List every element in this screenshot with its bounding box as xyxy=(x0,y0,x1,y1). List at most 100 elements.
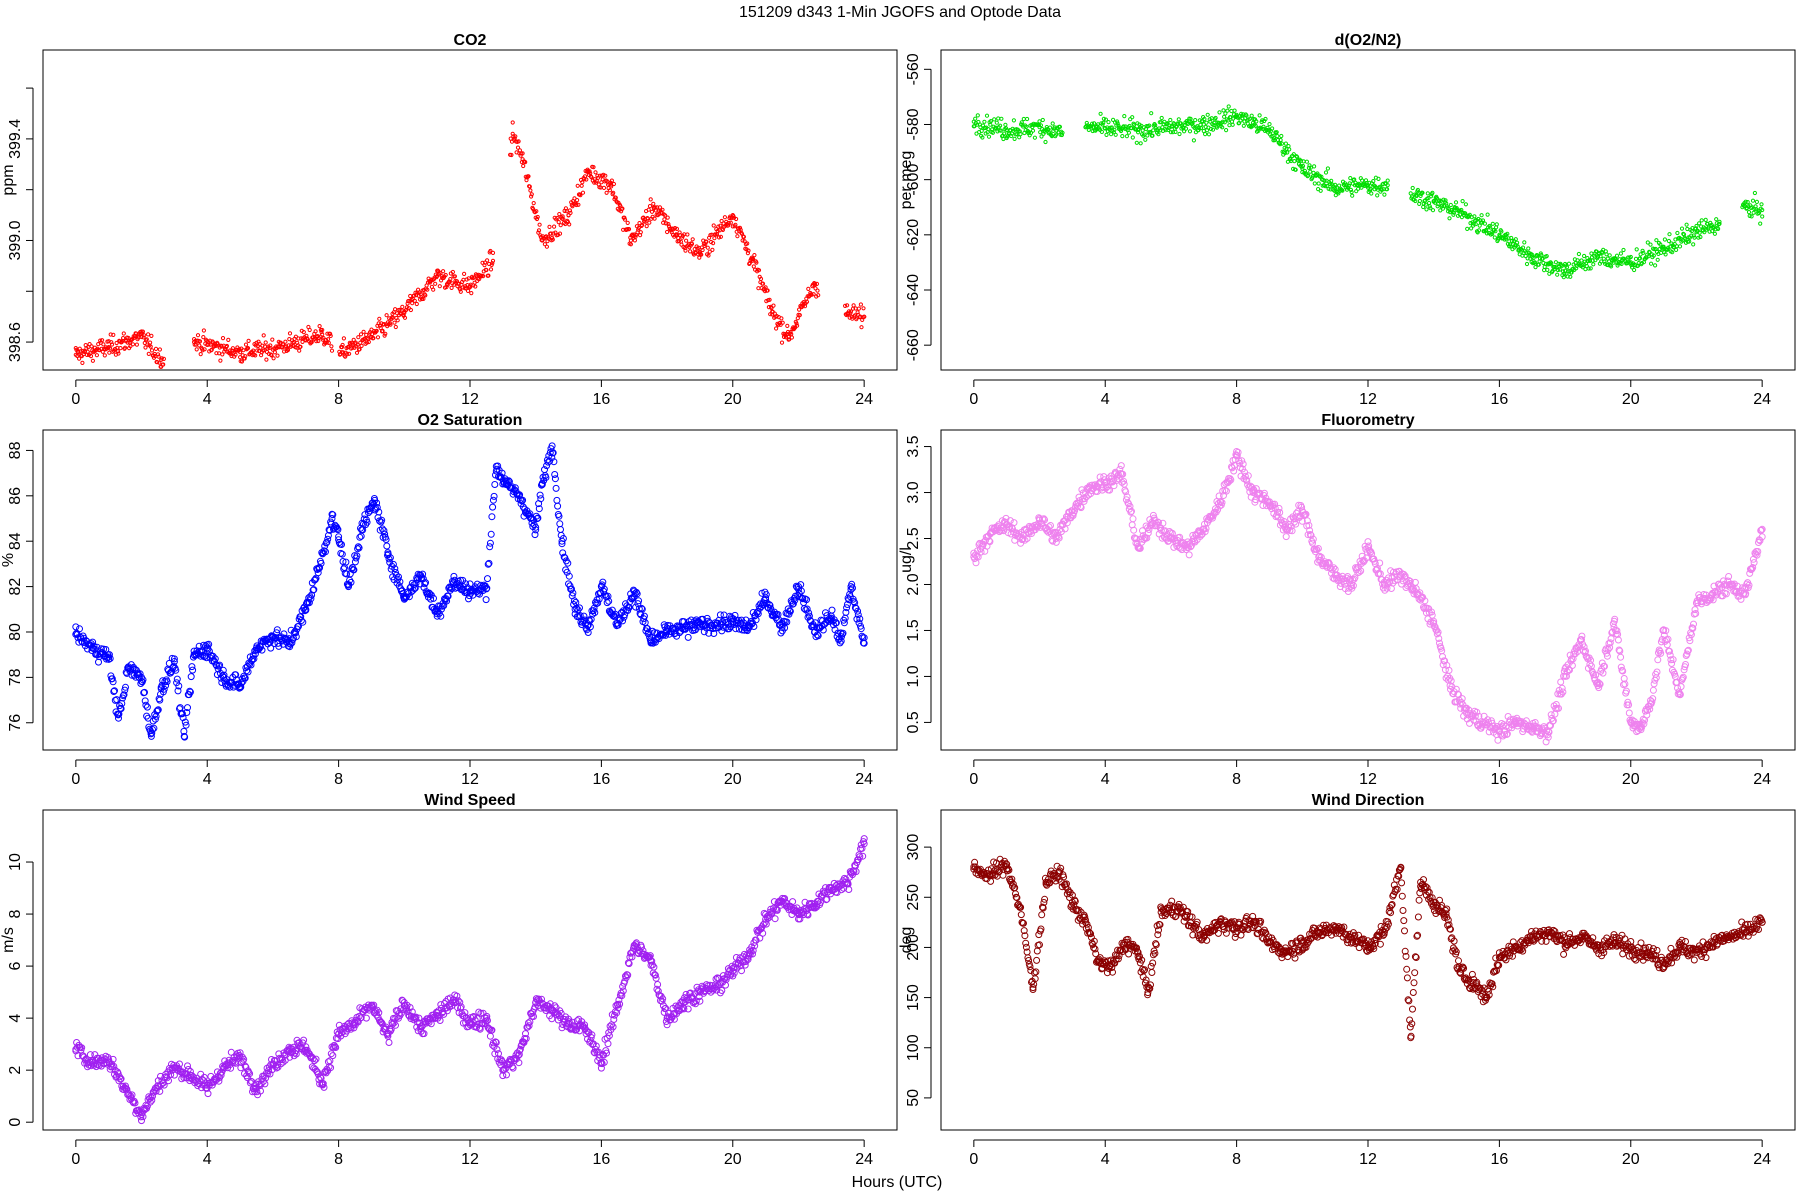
fluor-x-tick-label: 0 xyxy=(969,771,978,788)
co2-point xyxy=(139,334,144,340)
do2n2-point xyxy=(1621,247,1626,253)
do2n2-point xyxy=(1702,230,1707,235)
co2-point xyxy=(369,334,374,340)
do2n2-point xyxy=(1098,111,1103,116)
co2-point xyxy=(295,340,300,345)
do2n2-point xyxy=(1472,214,1477,219)
do2n2-point xyxy=(1325,166,1331,171)
o2sat-x-tick-label: 20 xyxy=(724,771,742,788)
o2sat-point xyxy=(90,642,98,650)
do2n2-point xyxy=(1545,267,1550,272)
do2n2-point xyxy=(1413,198,1418,204)
do2n2-point xyxy=(1244,113,1249,118)
co2-point xyxy=(421,296,426,301)
do2n2-point xyxy=(1569,270,1574,275)
do2n2-point xyxy=(1447,216,1452,221)
do2n2-point xyxy=(1760,214,1765,219)
do2n2-point xyxy=(1226,104,1231,109)
co2-point xyxy=(513,134,518,139)
fluor-point xyxy=(1654,656,1662,664)
co2-point xyxy=(763,285,768,290)
do2n2-point xyxy=(1032,135,1038,140)
windspeed-x-tick-label: 4 xyxy=(203,1151,212,1168)
do2n2-point xyxy=(986,127,991,132)
co2-point xyxy=(551,231,556,236)
do2n2-point xyxy=(1187,129,1193,134)
do2n2-point xyxy=(1173,129,1178,134)
co2-point xyxy=(604,190,609,195)
co2-point xyxy=(271,356,276,361)
co2-point xyxy=(788,330,793,335)
co2-point xyxy=(488,267,494,272)
do2n2-point xyxy=(1165,121,1170,126)
do2n2-point xyxy=(1163,128,1168,133)
do2n2-point xyxy=(1508,244,1513,249)
do2n2-point xyxy=(1703,217,1708,222)
co2-point xyxy=(528,188,533,193)
do2n2-point xyxy=(999,116,1004,121)
do2n2-point xyxy=(1663,252,1668,257)
do2n2-x-tick-label: 8 xyxy=(1232,391,1241,408)
co2-point xyxy=(674,233,680,238)
co2-title: CO2 xyxy=(454,32,487,49)
do2n2-point xyxy=(1493,229,1498,234)
o2sat-point xyxy=(142,701,150,709)
do2n2-point xyxy=(1524,261,1530,267)
do2n2-point xyxy=(1549,261,1554,266)
do2n2-point xyxy=(1424,207,1429,212)
do2n2-point xyxy=(1382,192,1387,197)
do2n2-point xyxy=(1579,258,1584,263)
do2n2-point xyxy=(1410,185,1415,191)
co2-point xyxy=(638,230,643,235)
co2-point xyxy=(795,316,800,321)
do2n2-point xyxy=(1221,108,1226,113)
co2-point xyxy=(218,358,223,363)
do2n2-point xyxy=(1480,218,1486,223)
co2-point xyxy=(73,352,78,357)
do2n2-point xyxy=(1513,237,1518,242)
do2n2-point xyxy=(1520,245,1526,250)
co2-point xyxy=(584,177,589,182)
fluor-point xyxy=(1130,526,1138,534)
do2n2-plot-frame xyxy=(940,49,1796,371)
co2-point xyxy=(462,271,467,276)
o2sat-x-tick-label: 4 xyxy=(203,771,212,788)
do2n2-point xyxy=(984,113,990,118)
co2-point xyxy=(665,229,670,235)
co2-point xyxy=(741,234,747,239)
do2n2-point xyxy=(1257,113,1262,118)
do2n2-point xyxy=(1379,187,1384,192)
do2n2-x-tick-label: 4 xyxy=(1101,391,1110,408)
do2n2-point xyxy=(1637,256,1643,261)
co2-point xyxy=(659,211,664,216)
o2sat-y-tick-label: 86 xyxy=(7,487,24,505)
co2-point xyxy=(579,183,584,188)
do2n2-point xyxy=(1263,116,1268,122)
do2n2-point xyxy=(1633,256,1639,261)
co2-point xyxy=(593,170,598,175)
do2n2-point xyxy=(1448,202,1453,208)
co2-point xyxy=(192,340,197,345)
do2n2-point xyxy=(1442,203,1447,208)
fluor-point xyxy=(1625,709,1633,717)
co2-point xyxy=(347,351,352,356)
do2n2-point xyxy=(1618,251,1624,256)
co2-point xyxy=(609,182,614,187)
do2n2-point xyxy=(1588,266,1593,271)
co2-point xyxy=(317,324,322,329)
co2-point xyxy=(526,174,531,179)
co2-point xyxy=(734,229,739,234)
co2-point xyxy=(328,331,333,336)
do2n2-point xyxy=(1566,261,1572,266)
do2n2-point xyxy=(1249,113,1254,118)
o2sat-x-tick-label: 24 xyxy=(855,771,873,788)
do2n2-point xyxy=(1312,181,1317,186)
co2-point xyxy=(792,326,797,331)
do2n2-point xyxy=(1348,176,1353,181)
co2-point xyxy=(197,339,203,344)
do2n2-point xyxy=(1582,253,1587,259)
co2-point xyxy=(143,345,148,350)
do2n2-point xyxy=(1356,186,1361,191)
